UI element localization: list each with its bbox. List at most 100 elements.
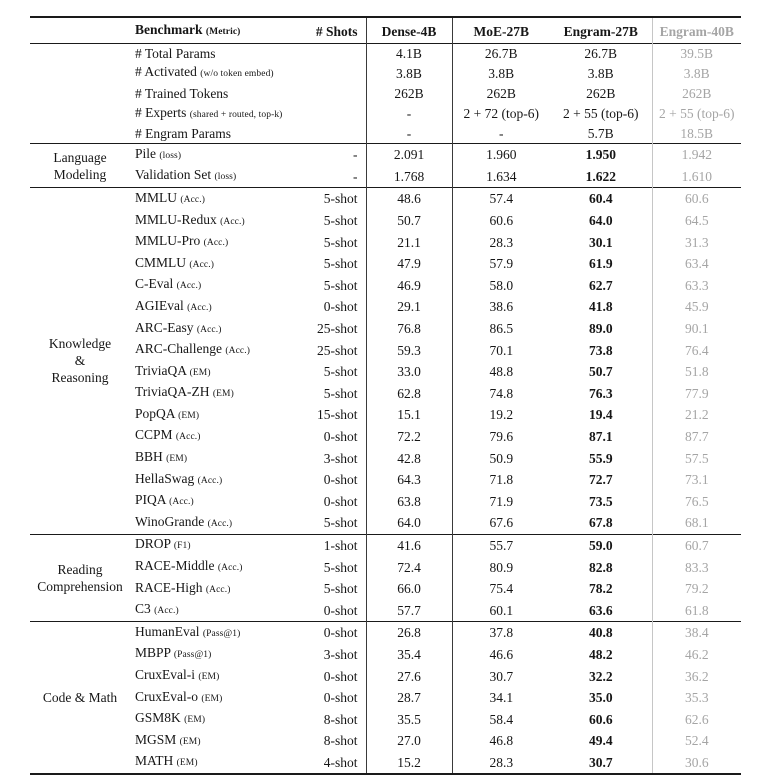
metric-label: (EM) [179, 736, 201, 747]
shots-cell: 3-shot [300, 643, 367, 666]
benchmark-cell: MBPP (Pass@1) [130, 644, 300, 666]
value-engram-27b: 82.8 [588, 559, 613, 575]
metric-label: (EM) [184, 715, 206, 726]
metric-label: (F1) [173, 541, 191, 552]
benchmark-name: GSM8K [135, 710, 181, 726]
shots-cell: 0-shot [300, 599, 367, 622]
value-dense-4b: - [366, 102, 453, 125]
value-engram-40b: 63.4 [651, 252, 741, 275]
table-row: RACE-Middle (Acc.) 5-shot 72.4 80.9 82.8 83.3 [30, 556, 741, 578]
value-engram-27b: 262B [586, 85, 616, 101]
value-dense-4b: 27.6 [366, 665, 453, 687]
value-moe-27b: 28.3 [489, 234, 514, 250]
metric-label: (Pass@1) [173, 650, 212, 661]
shots-cell: 5-shot [300, 252, 367, 275]
value-moe-27b: 58.4 [489, 711, 514, 727]
value-dense-4b: 33.0 [366, 360, 453, 383]
value-dense-4b: 29.1 [366, 296, 453, 318]
benchmark-cell: WinoGrande (Acc.) [130, 512, 300, 534]
benchmark-name: CCPM [135, 427, 173, 443]
value-engram-27b: 3.8B [587, 65, 614, 81]
value-dense-4b: 76.8 [366, 317, 453, 340]
section-label-line: Knowledge [48, 336, 112, 352]
section-label-line: Modeling [53, 166, 107, 182]
value-engram-27b: 61.9 [588, 256, 613, 272]
value-engram-40b: 30.6 [651, 751, 741, 775]
benchmark-cell: CruxEval-o (EM) [130, 687, 300, 709]
benchmark-cell: Validation Set (loss) [130, 166, 300, 188]
benchmark-cell: PopQA (EM) [130, 404, 300, 426]
value-moe-27b: 38.6 [489, 299, 514, 315]
value-dense-4b: 59.3 [366, 339, 453, 361]
metric-label: (EM) [212, 389, 234, 400]
value-engram-40b: 1.942 [651, 142, 741, 166]
benchmark-name: TriviaQA-ZH [135, 384, 210, 400]
benchmark-name: # Total Params [135, 45, 216, 61]
table-row: CMMLU (Acc.) 5-shot 47.9 57.9 61.9 63.4 [30, 252, 741, 275]
benchmark-name: MGSM [135, 731, 177, 747]
metric-label: (Acc.) [176, 281, 202, 292]
value-dense-4b: 47.9 [366, 252, 453, 275]
value-moe-27b: 71.8 [489, 472, 514, 488]
value-engram-40b: 63.3 [651, 274, 741, 297]
benchmark-cell: MATH (EM) [130, 752, 300, 775]
benchmark-table: Benchmark (Metric) # Shots Dense-4B MoE-… [30, 16, 741, 775]
value-dense-4b: 72.4 [366, 556, 453, 578]
value-dense-4b: 46.9 [366, 274, 453, 297]
value-moe-27b: 55.7 [452, 533, 550, 557]
benchmark-name: AGIEval [135, 297, 184, 313]
value-moe-27b: 262B [486, 85, 516, 101]
value-engram-27b: 87.1 [588, 428, 613, 444]
value-engram-40b: 77.9 [651, 382, 741, 405]
metric-label: (Acc.) [189, 259, 214, 270]
benchmark-name: DROP [135, 536, 171, 552]
value-dense-4b: 64.0 [366, 512, 453, 535]
value-moe-27b: 48.8 [489, 364, 514, 380]
benchmark-header-label: Benchmark [135, 22, 203, 37]
value-engram-27b: 73.5 [588, 493, 613, 509]
benchmark-name: CruxEval-i [135, 667, 195, 683]
shots-cell: 0-shot [300, 665, 367, 687]
value-moe-27b: 57.4 [452, 187, 550, 210]
table-row: HellaSwag (Acc.) 0-shot 64.3 71.8 72.7 73.1 [30, 468, 741, 491]
value-moe-27b: 75.4 [489, 581, 514, 597]
value-dense-4b: 48.6 [366, 187, 453, 210]
section-label [30, 43, 130, 144]
benchmark-name: C3 [135, 601, 151, 617]
value-engram-40b: 51.8 [651, 360, 741, 383]
value-dense-4b: - [366, 124, 453, 144]
benchmark-cell: # Experts (shared + routed, top-k) [130, 103, 300, 125]
section-label-line: Reading [57, 561, 103, 577]
value-dense-4b: 72.2 [366, 425, 453, 448]
value-engram-27b: 63.6 [588, 602, 613, 618]
section-label: Reading Comprehension [30, 533, 130, 622]
table-row: MATH (EM) 4-shot 15.2 28.3 30.7 30.6 [30, 751, 741, 775]
value-moe-27b: 60.6 [489, 213, 514, 229]
col-header-shots: # Shots [300, 17, 367, 44]
value-engram-40b: 18.5B [651, 124, 741, 144]
value-engram-40b: 39.5B [651, 42, 741, 63]
benchmark-name: ARC-Challenge [135, 341, 222, 357]
col-header-group [30, 17, 130, 44]
table-row: TriviaQA (EM) 5-shot 33.0 48.8 50.7 51.8 [30, 360, 741, 383]
section-label-line: Code & Math [42, 690, 118, 706]
table-row: MMLU-Pro (Acc.) 5-shot 21.1 28.3 30.1 31.3 [30, 231, 741, 253]
value-dense-4b: 42.8 [366, 447, 453, 469]
value-dense-4b: 66.0 [366, 577, 453, 600]
table-row: C3 (Acc.) 0-shot 57.7 60.1 63.6 61.8 [30, 599, 741, 622]
value-engram-27b: 30.7 [588, 754, 613, 770]
table-row: PIQA (Acc.) 0-shot 63.8 71.9 73.5 76.5 [30, 490, 741, 513]
table-row: GSM8K (EM) 8-shot 35.5 58.4 60.6 62.6 [30, 708, 741, 730]
value-engram-27b: 89.0 [588, 321, 613, 337]
value-dense-4b: 41.6 [366, 533, 453, 557]
benchmark-cell: PIQA (Acc.) [130, 490, 300, 512]
benchmark-name: TriviaQA [135, 362, 187, 378]
col-header-engram-27b: Engram-27B [563, 23, 638, 39]
shots-cell: 15-shot [300, 404, 367, 426]
shots-cell: 5-shot [300, 556, 367, 578]
value-moe-27b: 58.0 [489, 277, 514, 293]
metric-label: (Acc.) [154, 606, 179, 617]
metric-label: (Pass@1) [202, 628, 241, 639]
value-dense-4b: 28.7 [366, 686, 453, 709]
